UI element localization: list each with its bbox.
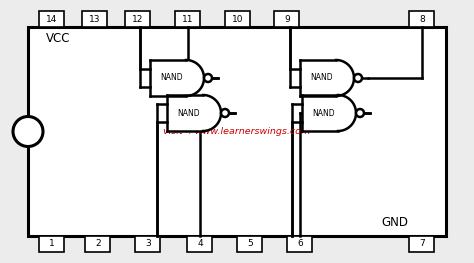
Wedge shape — [186, 60, 204, 96]
Bar — [167, 95, 203, 131]
Text: NAND: NAND — [178, 109, 201, 118]
Bar — [136, 236, 161, 252]
Bar — [410, 11, 435, 27]
Text: 8: 8 — [419, 14, 425, 23]
Bar — [85, 236, 110, 252]
Text: NAND: NAND — [313, 109, 335, 118]
Text: 9: 9 — [284, 14, 290, 23]
Wedge shape — [338, 95, 356, 131]
Text: 1: 1 — [49, 240, 55, 249]
Text: 14: 14 — [46, 14, 58, 23]
Text: 4: 4 — [197, 240, 203, 249]
Text: GND: GND — [381, 215, 408, 229]
Circle shape — [13, 117, 43, 146]
Bar — [39, 236, 64, 252]
Circle shape — [204, 74, 212, 82]
Circle shape — [221, 109, 229, 117]
Text: 12: 12 — [132, 14, 144, 23]
Bar — [237, 236, 263, 252]
Bar — [302, 95, 338, 131]
Text: 6: 6 — [297, 240, 303, 249]
Text: 5: 5 — [247, 240, 253, 249]
Text: 2: 2 — [95, 240, 101, 249]
Text: 7: 7 — [419, 240, 425, 249]
Bar — [188, 236, 212, 252]
Text: NAND: NAND — [161, 73, 183, 83]
Bar — [150, 60, 186, 96]
Bar — [274, 11, 300, 27]
Circle shape — [356, 109, 364, 117]
Text: 10: 10 — [232, 14, 244, 23]
Bar — [410, 236, 435, 252]
Wedge shape — [336, 60, 354, 96]
Wedge shape — [203, 95, 221, 131]
Bar — [288, 236, 312, 252]
Bar — [300, 60, 336, 96]
Text: 11: 11 — [182, 14, 194, 23]
Text: VCC: VCC — [46, 33, 71, 45]
Text: 3: 3 — [145, 240, 151, 249]
Bar — [28, 27, 446, 236]
Text: 13: 13 — [89, 14, 101, 23]
Bar — [39, 11, 64, 27]
Bar — [126, 11, 151, 27]
Bar — [226, 11, 250, 27]
Circle shape — [354, 74, 362, 82]
Bar — [82, 11, 108, 27]
Text: NAND: NAND — [310, 73, 333, 83]
Text: visit  : www.learnerswings.com: visit : www.learnerswings.com — [164, 127, 310, 136]
Bar — [175, 11, 201, 27]
